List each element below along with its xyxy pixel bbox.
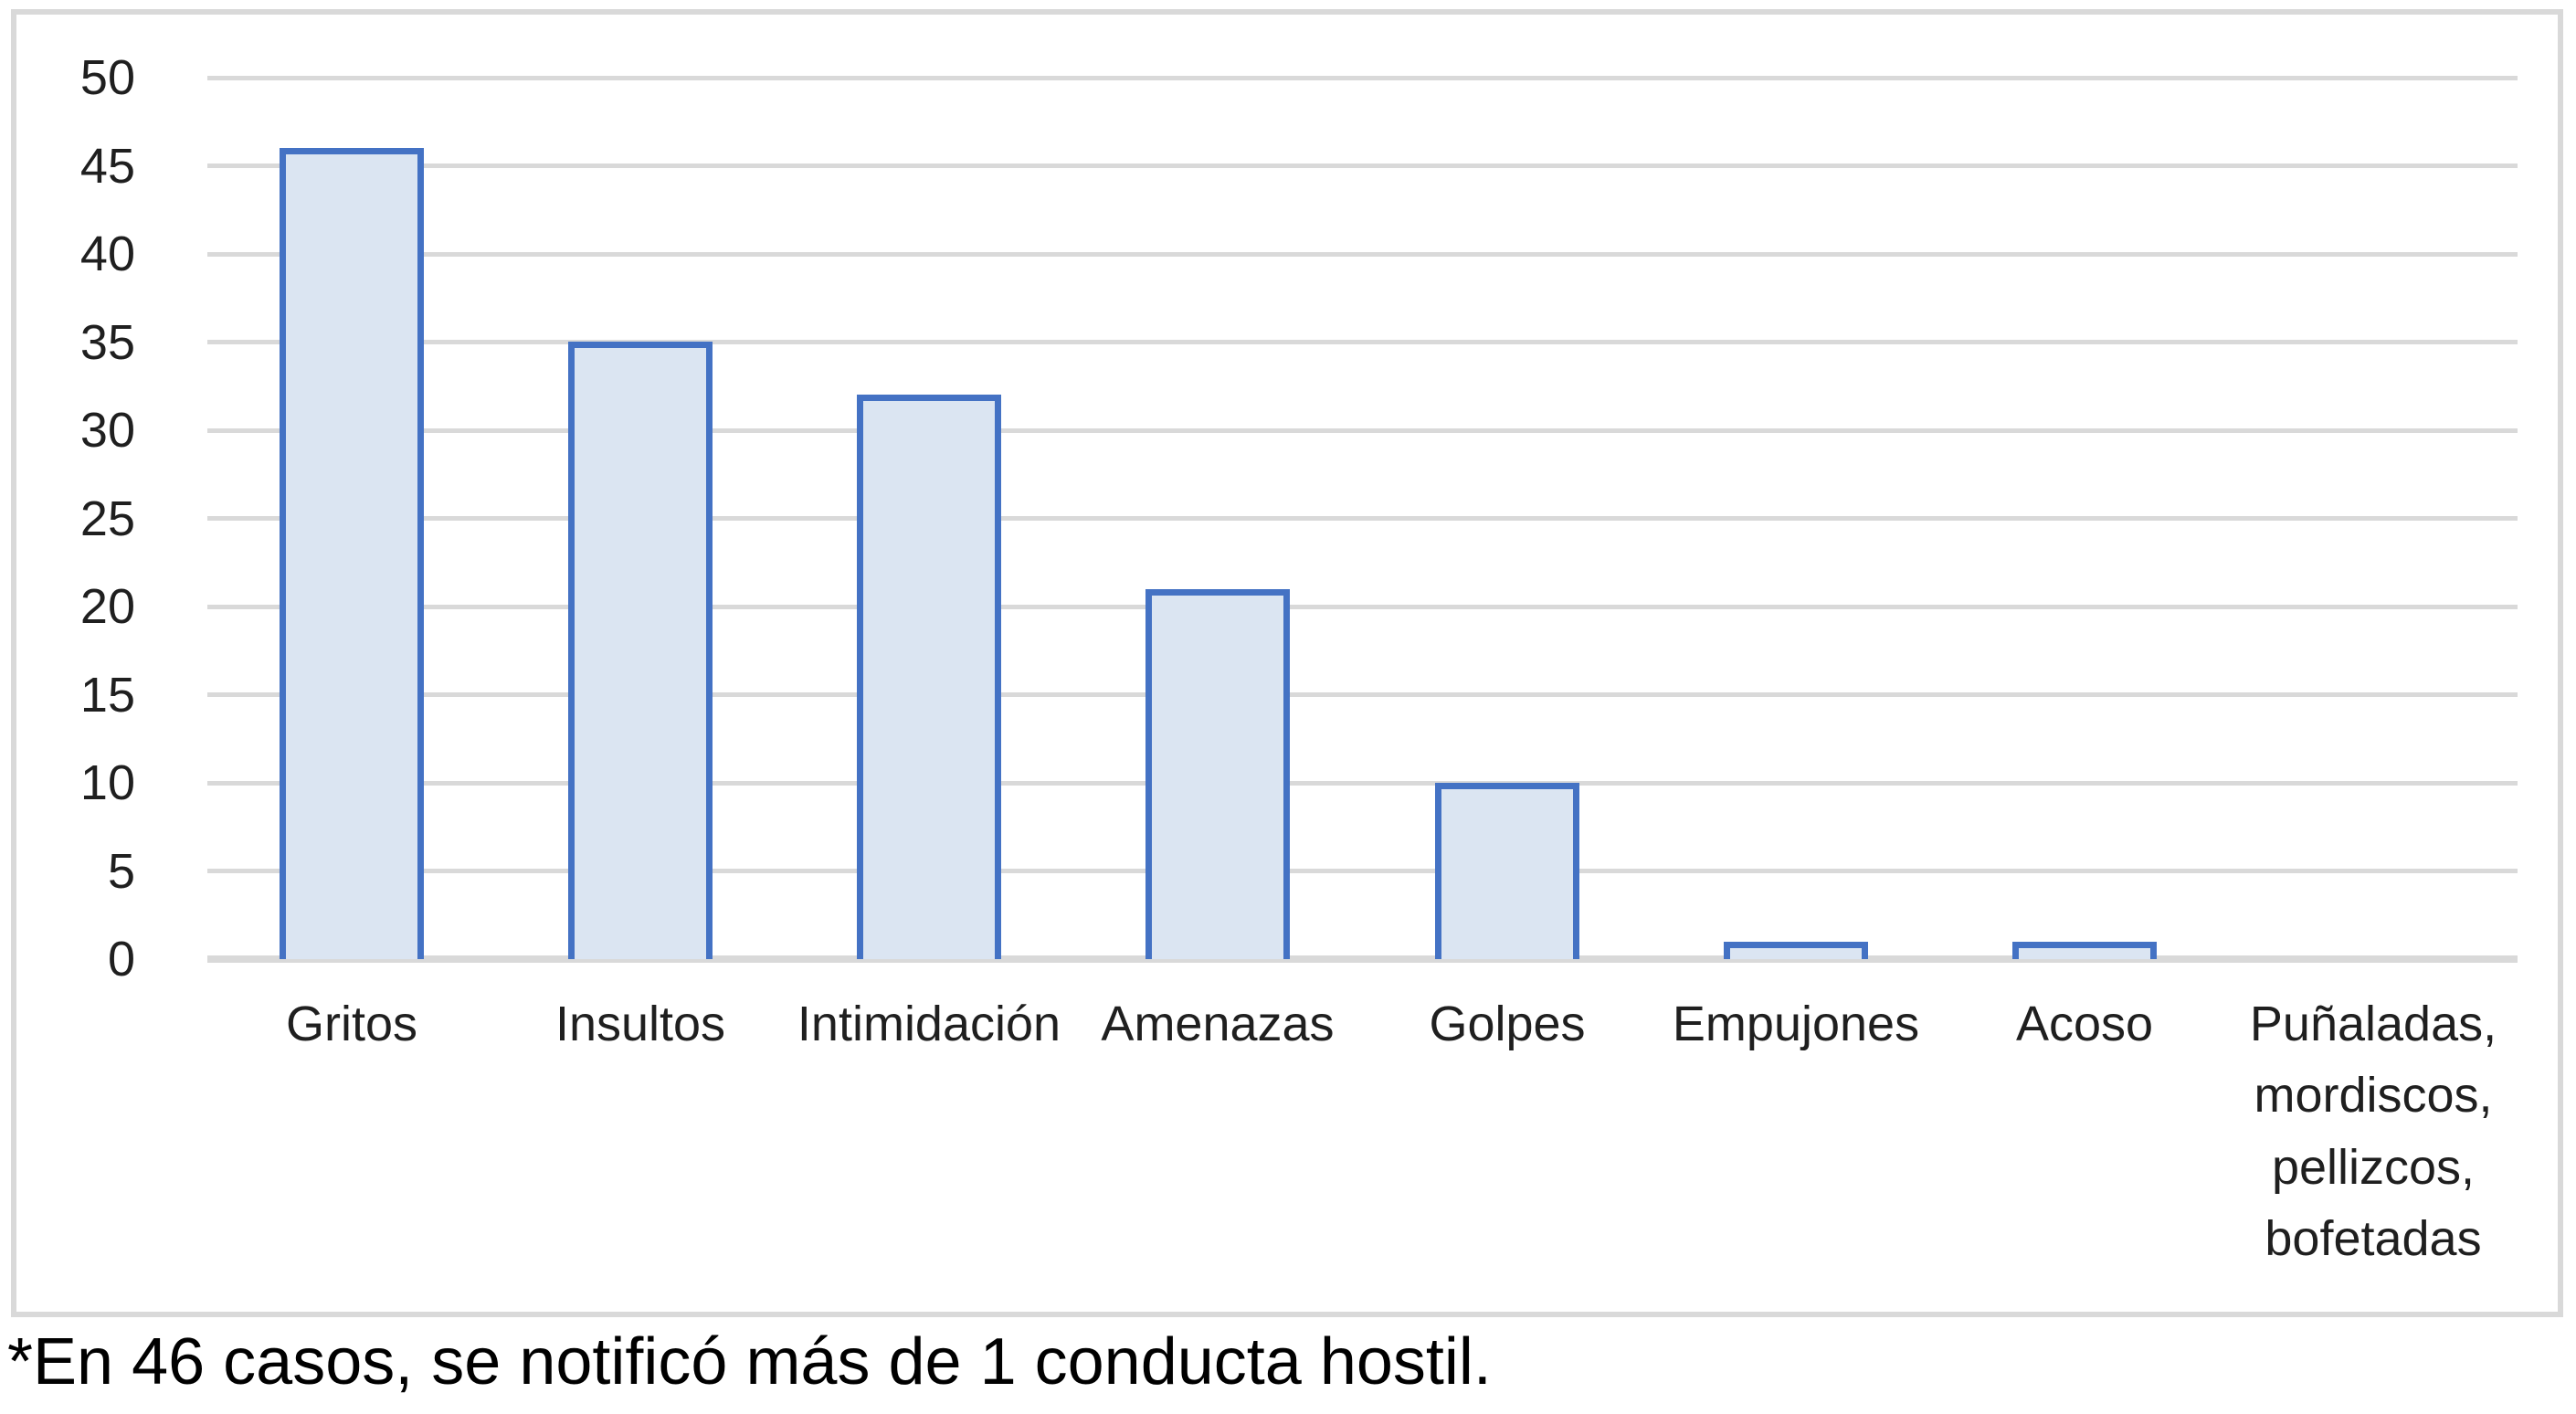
bar-intimidacion [857,395,1001,959]
y-tick-label-15: 15 [79,668,135,723]
y-tick-label-35: 35 [79,315,135,370]
gridline-20 [207,605,2518,609]
bar-golpes [1435,783,1579,959]
plot-area: 0 5 10 15 20 25 30 35 40 45 50 Gritos Insultos Intimi… [16,15,2558,1312]
y-tick-label-10: 10 [79,755,135,810]
y-tick-label-20: 20 [79,579,135,634]
x-label-insultos: Insultos [554,997,726,1051]
gridline-50 [207,76,2518,80]
x-label-empujones: Empujones [1672,997,1920,1051]
gridline-45 [207,164,2518,168]
bar-gritos [280,148,424,959]
bar-acoso [2012,942,2157,959]
gridline-0 [207,955,2518,963]
x-label-golpes: Golpes [1429,997,1586,1051]
gridline-40 [207,252,2518,257]
x-label-intimidacion: Intimidación [797,997,1061,1051]
y-tick-label-45: 45 [79,139,135,194]
gridline-35 [207,340,2518,344]
gridline-5 [207,869,2518,873]
y-tick-label-30: 30 [79,403,135,458]
x-label-acoso: Acoso [2015,997,2154,1051]
gridline-30 [207,428,2518,433]
y-tick-label-50: 50 [79,50,135,105]
bar-insultos [568,342,713,959]
chart-frame: 0 5 10 15 20 25 30 35 40 45 50 Gritos Insultos Intimi… [11,9,2563,1317]
bar-empujones [1724,942,1868,959]
y-tick-label-40: 40 [79,227,135,281]
chart-footnote: *En 46 casos, se notificó más de 1 condu… [7,1325,1492,1398]
x-label-gritos: Gritos [285,997,418,1051]
x-label-amenazas: Amenazas [1101,997,1335,1051]
y-tick-label-5: 5 [107,844,135,899]
y-tick-label-25: 25 [79,491,135,546]
gridline-25 [207,516,2518,521]
gridline-15 [207,692,2518,697]
y-tick-label-0: 0 [107,932,135,987]
gridline-10 [207,781,2518,786]
bar-amenazas [1145,589,1290,959]
x-label-punaladas: Puñaladas, mordiscos, pellizcos, bofetad… [2249,997,2497,1266]
